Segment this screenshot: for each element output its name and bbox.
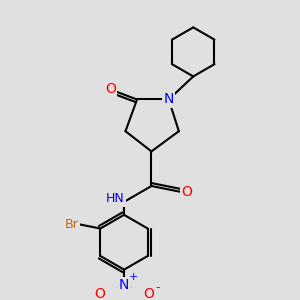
Text: HN: HN xyxy=(106,193,125,206)
Text: -: - xyxy=(155,281,159,294)
Text: N: N xyxy=(119,278,129,292)
Text: Br: Br xyxy=(64,218,78,231)
Text: O: O xyxy=(181,185,192,199)
Text: O: O xyxy=(105,82,116,96)
Text: N: N xyxy=(164,92,174,106)
Text: O: O xyxy=(144,287,154,300)
Text: +: + xyxy=(129,272,139,282)
Text: O: O xyxy=(94,287,105,300)
